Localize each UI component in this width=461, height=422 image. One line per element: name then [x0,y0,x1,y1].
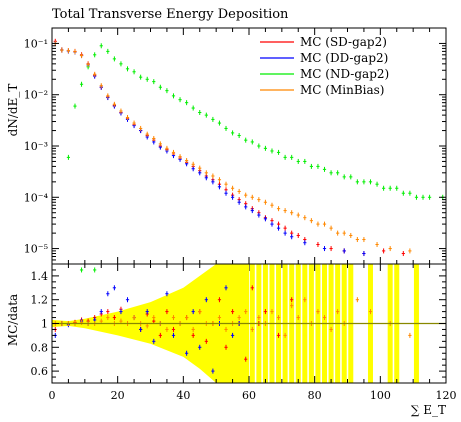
y-tick-label: 1 [41,318,48,331]
ratio-panel: 0 20 40 60 80 100 120 0.6 0.8 1 1.2 1.4 [31,263,457,402]
x-tick-label: 40 [176,389,190,402]
main-y-axis-label: dN/dE_T [6,84,20,137]
y-tick-label: 10⁻⁵ [24,243,48,256]
legend-label: MC (DD-gap2) [300,51,388,65]
y-tick-label: 10⁻² [24,89,48,102]
x-tick-label: 80 [308,389,322,402]
y-tick-label: 0.8 [31,341,49,354]
legend: MC (SD-gap2) MC (DD-gap2) MC (ND-gap2) MC (… [260,35,389,97]
main-panel: 10⁻¹ 10⁻² 10⁻³ 10⁻⁴ 10⁻⁵ [24,27,447,271]
x-tick-label: 120 [436,389,457,402]
x-axis-label: ∑ E_T [411,403,446,417]
y-tick-label: 1.4 [31,270,49,283]
x-tick-label: 60 [242,389,256,402]
y-tick-label: 10⁻³ [24,140,48,153]
legend-label: MC (MinBias) [300,83,384,97]
x-tick-label: 100 [370,389,391,402]
y-tick-label: 10⁻¹ [24,37,48,50]
y-tick-label: 10⁻⁴ [24,191,49,204]
x-tick-label: 0 [49,389,56,402]
ratio-y-axis-label: MC/data [6,294,20,346]
chart-title: Total Transverse Energy Deposition [52,7,289,22]
y-tick-label: 0.6 [31,365,49,378]
legend-label: MC (SD-gap2) [300,35,387,49]
y-tick-label: 1.2 [31,294,49,307]
legend-label: MC (ND-gap2) [300,67,389,81]
x-tick-label: 20 [111,389,125,402]
